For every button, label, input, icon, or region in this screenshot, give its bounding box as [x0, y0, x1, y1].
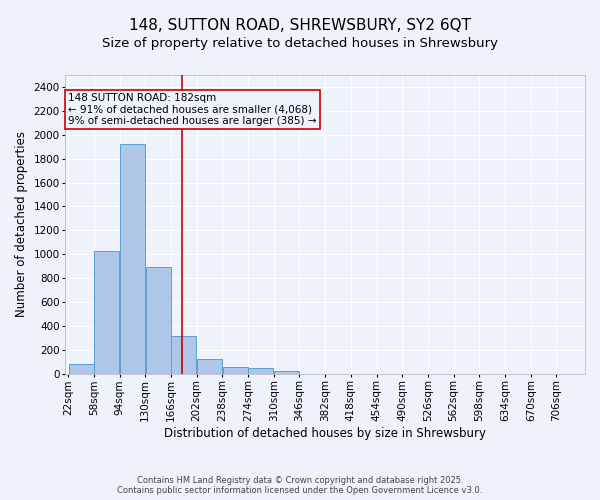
Bar — [223, 367, 248, 374]
Bar — [197, 360, 222, 374]
Text: 148 SUTTON ROAD: 182sqm
← 91% of detached houses are smaller (4,068)
9% of semi-: 148 SUTTON ROAD: 182sqm ← 91% of detache… — [68, 93, 317, 126]
X-axis label: Distribution of detached houses by size in Shrewsbury: Distribution of detached houses by size … — [164, 427, 486, 440]
Text: Contains HM Land Registry data © Crown copyright and database right 2025.
Contai: Contains HM Land Registry data © Crown c… — [118, 476, 482, 495]
Bar — [94, 250, 119, 374]
Y-axis label: Number of detached properties: Number of detached properties — [15, 132, 28, 318]
Text: 148, SUTTON ROAD, SHREWSBURY, SY2 6QT: 148, SUTTON ROAD, SHREWSBURY, SY2 6QT — [129, 18, 471, 32]
Text: Size of property relative to detached houses in Shrewsbury: Size of property relative to detached ho… — [102, 38, 498, 51]
Bar — [248, 368, 274, 374]
Bar — [68, 364, 94, 374]
Bar — [274, 372, 299, 374]
Bar — [146, 268, 170, 374]
Bar — [172, 336, 196, 374]
Bar — [120, 144, 145, 374]
